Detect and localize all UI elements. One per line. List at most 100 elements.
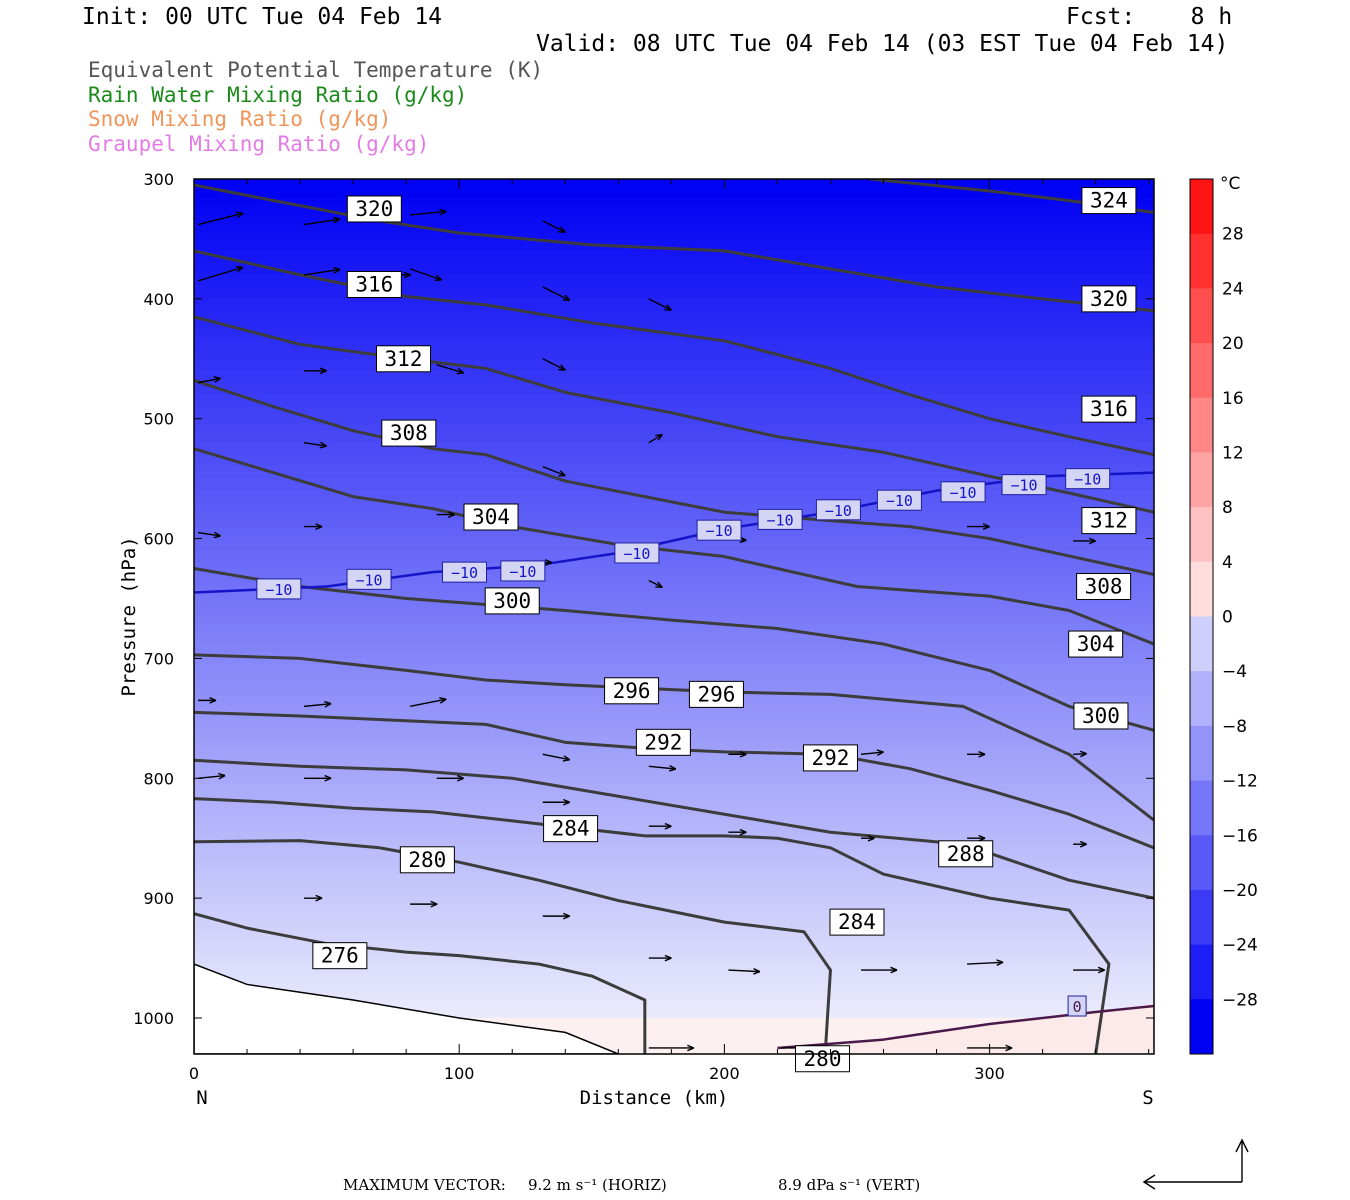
colorbar-band (1190, 507, 1213, 563)
vector-head (447, 513, 455, 518)
colorbar-band (1190, 725, 1213, 782)
legend-snow: Snow Mixing Ratio (g/kg) (88, 107, 392, 131)
temp-band (194, 592, 1154, 600)
temp-band (194, 310, 1154, 318)
vector-head (1088, 540, 1096, 545)
vector-head (324, 700, 332, 705)
temp-band (194, 358, 1154, 366)
vector-head (1079, 843, 1087, 848)
temp-band (194, 202, 1154, 210)
temp-band (194, 670, 1154, 678)
wind-vector (1073, 966, 1105, 974)
y-tick-label: 800 (143, 769, 174, 788)
theta-e-contour-284 (194, 797, 1111, 1054)
temp-label: −10 (509, 563, 536, 581)
temp-band (194, 352, 1154, 360)
wind-vector (304, 774, 332, 782)
temp-band (194, 754, 1154, 762)
wind-vector (436, 364, 465, 375)
contour-label-box (688, 680, 744, 708)
colorbar-label: −8 (1222, 717, 1247, 737)
colorbar-band (1190, 179, 1213, 235)
wind-vector (542, 358, 566, 371)
temp-band (194, 904, 1154, 912)
temp-band (194, 1000, 1154, 1008)
wind-vector (860, 966, 898, 974)
vector-head (1080, 753, 1087, 758)
vector-head (403, 271, 411, 276)
contour-label-box (399, 846, 455, 874)
colorbar-label: 24 (1222, 279, 1244, 299)
vector-head (1079, 750, 1087, 755)
temp-label: −10 (265, 581, 292, 599)
vector-shaft (542, 358, 566, 371)
y-tick-label: 500 (143, 410, 174, 429)
temp-band (194, 1029, 1154, 1037)
contour-label-box (1081, 507, 1137, 535)
contour-label-box (463, 503, 519, 531)
contour-label: 276 (321, 944, 359, 968)
vector-head (324, 703, 332, 708)
y-tick-label: 900 (143, 889, 174, 908)
wind-vectors (197, 208, 1105, 1052)
temp-band (194, 838, 1154, 846)
vector-head (753, 970, 761, 975)
wind-vector (410, 900, 438, 908)
wind-vector (728, 750, 747, 758)
colorbar-unit: °C (1220, 174, 1240, 194)
temp-band (194, 658, 1154, 666)
wind-vector (304, 894, 323, 902)
temp-band (194, 898, 1154, 906)
wind-vector (967, 750, 986, 758)
contour-label-box (1076, 573, 1132, 601)
temp-band (194, 466, 1154, 474)
temp-band (194, 256, 1154, 264)
vector-shaft (967, 961, 1004, 965)
vector-head (439, 208, 447, 213)
temp-band (194, 814, 1154, 822)
temp-band (194, 1047, 1154, 1054)
vector-head (669, 765, 677, 770)
vector-head (563, 912, 571, 917)
vector-head (739, 753, 747, 758)
wind-vector (410, 208, 447, 216)
temp-band (194, 316, 1154, 324)
vector-head (978, 753, 986, 758)
temp-band (194, 544, 1154, 552)
temp-band (194, 976, 1154, 984)
vector-head (213, 535, 221, 539)
vector-head (563, 801, 571, 806)
max-vector-label: MAXIMUM VECTOR: (343, 1176, 506, 1194)
temp-label-box (876, 489, 922, 511)
temp-label: −10 (1074, 471, 1101, 489)
temp-band (194, 982, 1154, 990)
wind-vector (648, 433, 663, 444)
vector-head (439, 697, 447, 700)
contour-label: 284 (552, 817, 590, 841)
temp-band (194, 964, 1154, 972)
vector-head (235, 265, 244, 269)
theta-e-contour-276 (194, 912, 647, 1054)
wind-vector (410, 697, 447, 708)
y-tick-label: 1000 (133, 1009, 174, 1028)
temp-band (194, 436, 1154, 444)
vector-head (315, 523, 323, 528)
temp-label-box (1001, 474, 1047, 496)
vector-shaft (542, 286, 571, 301)
temp-band (194, 286, 1154, 294)
temp-band (194, 1035, 1154, 1043)
temp-label: −10 (767, 511, 794, 529)
vector-shaft (303, 218, 341, 226)
contour-label-box (346, 270, 402, 298)
vector-head (668, 768, 677, 772)
wind-vector (1073, 750, 1087, 758)
theta-e-contour-300 (194, 567, 1154, 732)
temp-band (194, 784, 1154, 792)
temp-band (194, 628, 1154, 636)
vector-head (1097, 969, 1105, 974)
contour-label: 284 (838, 910, 876, 934)
vector-head (333, 216, 341, 220)
vector-head (545, 561, 553, 566)
colorbar-band (1190, 561, 1213, 617)
vector-head (559, 470, 566, 477)
